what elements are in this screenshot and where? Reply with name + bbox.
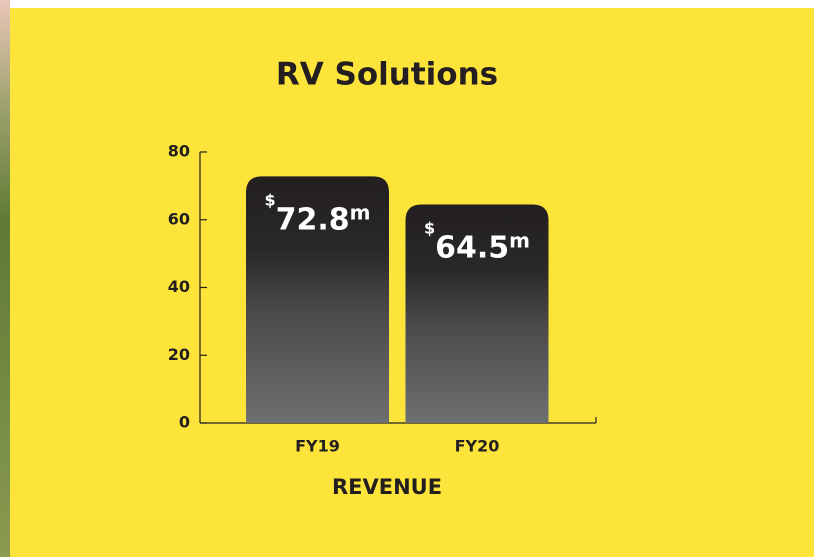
y-tick-label: 20 (168, 345, 190, 364)
bar (405, 204, 549, 423)
value-label: $72.8m (264, 190, 370, 237)
x-axis-label: REVENUE (332, 475, 442, 499)
y-tick-label: 0 (179, 413, 190, 432)
value-label: $64.5m (424, 218, 530, 265)
y-tick-label: 60 (168, 209, 190, 228)
x-tick-label: FY20 (455, 437, 500, 456)
photo-strip (0, 0, 10, 557)
x-tick-label: FY19 (295, 437, 340, 456)
y-tick-label: 40 (168, 277, 190, 296)
bar (246, 176, 389, 423)
chart-title: RV Solutions (276, 57, 498, 93)
y-tick-label: 80 (168, 142, 190, 161)
